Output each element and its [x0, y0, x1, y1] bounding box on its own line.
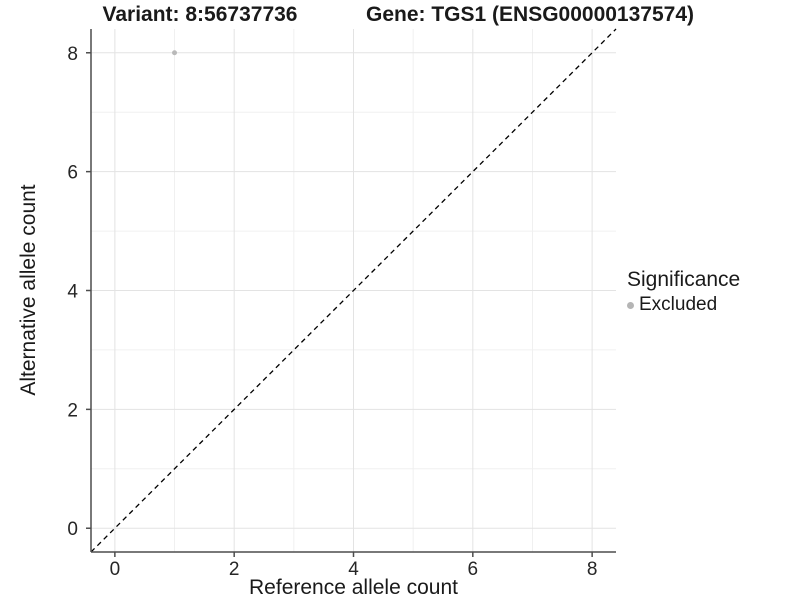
x-axis-title: Reference allele count	[249, 576, 458, 599]
identity-reference-line	[90, 28, 617, 553]
y-tick-label: 0	[67, 519, 78, 540]
x-tick-label: 4	[348, 559, 359, 580]
legend-key-circle-icon	[627, 301, 634, 309]
y-tick-label: 2	[67, 400, 78, 421]
y-tick-label: 8	[67, 44, 78, 65]
x-tick-label: 2	[229, 559, 240, 580]
variant-title: Variant: 8:56737736	[102, 3, 298, 26]
y-tick-label: 6	[67, 163, 78, 184]
x-tick-label: 6	[468, 559, 479, 580]
legend-item-label: Excluded	[639, 294, 718, 315]
legend: Significance Excluded	[627, 268, 740, 316]
x-tick-label: 0	[110, 559, 121, 580]
gene-title: Gene: TGS1 (ENSG00000137574)	[365, 3, 695, 26]
x-tick-label: 8	[587, 559, 598, 580]
y-axis-title: Alternative allele count	[17, 184, 40, 396]
legend-item-excluded: Excluded	[627, 294, 740, 316]
y-tick-label: 4	[67, 282, 78, 303]
legend-title: Significance	[627, 268, 741, 291]
data-point	[172, 50, 178, 56]
